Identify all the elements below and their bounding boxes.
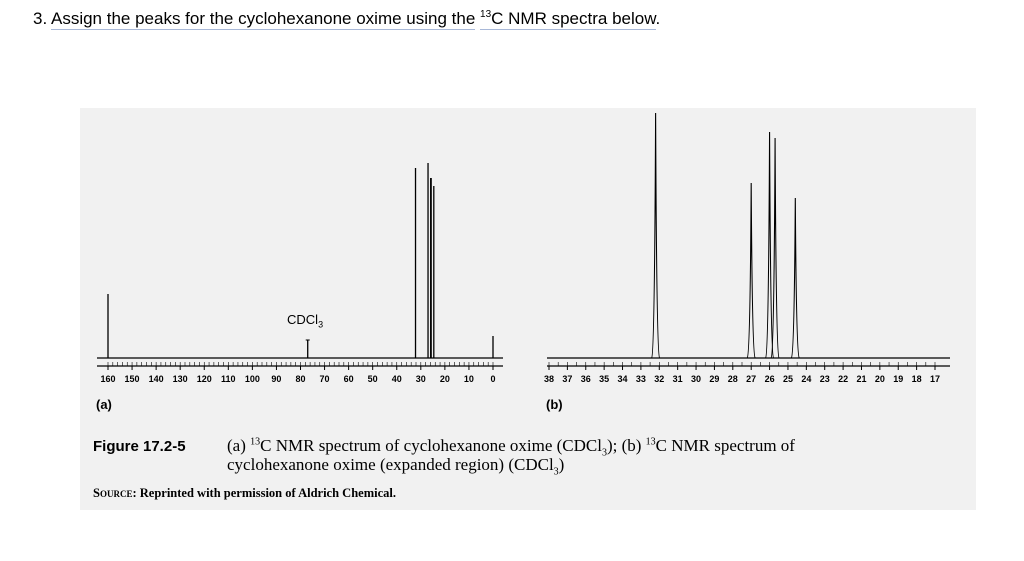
spectrum-b-tick-label: 34 xyxy=(618,374,628,384)
panel-label-a: (a) xyxy=(96,397,112,412)
spectrum-a-tick-label: 10 xyxy=(464,374,474,384)
spectrum-b-tick-label: 30 xyxy=(691,374,701,384)
caption-iso-b: 13 xyxy=(645,436,656,448)
source-line: Source: Reprinted with permission of Ald… xyxy=(93,486,396,501)
figure-label: Figure 17.2-5 xyxy=(93,438,186,455)
caption-line2: cyclohexanone oxime (expanded region) (C… xyxy=(227,455,554,474)
solvent-text: CDCl xyxy=(287,312,319,327)
spectrum-a-tick-label: 120 xyxy=(197,374,212,384)
spectrum-a-tick-label: 80 xyxy=(295,374,305,384)
spectrum-a-tick-label: 50 xyxy=(368,374,378,384)
caption-nmr-a: C NMR spectrum of cyclohexanone oxime (C… xyxy=(260,436,602,455)
spectrum-a-tick-label: 150 xyxy=(125,374,140,384)
spectrum-b-peak xyxy=(770,137,780,359)
spectrum-b-tick-label: 25 xyxy=(783,374,793,384)
spectrum-b-peak xyxy=(765,131,775,359)
spectrum-a-peaks xyxy=(107,163,494,358)
spectrum-b-tick-label: 18 xyxy=(912,374,922,384)
question-body: Assign the peaks for the cyclohexanone o… xyxy=(50,9,476,30)
question-nucleus: 13C NMR spectra below xyxy=(480,9,656,30)
spectrum-b-peaks xyxy=(651,112,800,359)
spectrum-b-tick-labels: 38 37 36 35 34 33 32 31 30 29 28 27 26 25 24 23 22 21 20 19… xyxy=(544,366,940,384)
spectrum-b-peak xyxy=(790,197,800,359)
caption-close-b: ) xyxy=(558,455,565,474)
spectrum-b-tick-label: 21 xyxy=(856,374,866,384)
spectrum-a-tick-label: 140 xyxy=(149,374,164,384)
spectrum-b-tick-label: 24 xyxy=(801,374,811,384)
spectrum-a-tick-labels: 160 150 140 130 120 110 100 90 80 70 60 50 40 30 20 10 0 xyxy=(100,366,496,384)
spectrum-a-tick-label: 110 xyxy=(221,374,236,384)
spectrum-b-tick-label: 38 xyxy=(544,374,554,384)
spectrum-a-tick-label: 0 xyxy=(490,374,495,384)
spectrum-a-tick-label: 40 xyxy=(392,374,402,384)
caption-part-a: (a) xyxy=(227,436,246,455)
spectrum-b: 38 37 36 35 34 33 32 31 30 29 28 27 26 25 24 23 22 21 20 19… xyxy=(544,112,950,384)
spectrum-b-tick-label: 28 xyxy=(728,374,738,384)
solvent-subscript: 3 xyxy=(318,319,324,330)
question-period: . xyxy=(655,9,661,28)
spectrum-b-peak xyxy=(746,182,756,359)
caption-close-a: ); (b) xyxy=(606,436,642,455)
spectrum-b-tick-label: 22 xyxy=(838,374,848,384)
spectrum-a: 160 150 140 130 120 110 100 90 80 70 60 50 40 30 20 10 0 xyxy=(97,163,503,384)
spectrum-a-minor-ticks xyxy=(107,362,494,366)
question-body-end: C NMR spectra below xyxy=(491,9,656,28)
panel-label-b: (b) xyxy=(546,397,563,412)
spectrum-b-tick-label: 37 xyxy=(562,374,572,384)
question-text: 3. Assign the peaks for the cyclohexanon… xyxy=(33,8,660,30)
caption-sub-b: 3 xyxy=(553,466,559,478)
spectrum-b-tick-label: 32 xyxy=(654,374,664,384)
spectrum-a-tick-label: 70 xyxy=(320,374,330,384)
spectrum-b-tick-label: 23 xyxy=(820,374,830,384)
caption-nmr-b: C NMR spectrum of xyxy=(655,436,795,455)
spectrum-b-tick-label: 33 xyxy=(636,374,646,384)
spectrum-a-tick-label: 60 xyxy=(344,374,354,384)
caption-sub-a: 3 xyxy=(601,447,607,459)
spectrum-b-tick-label: 31 xyxy=(673,374,683,384)
spectrum-b-minor-ticks xyxy=(548,362,936,366)
isotope-superscript: 13 xyxy=(480,9,492,20)
spectrum-b-tick-label: 19 xyxy=(893,374,903,384)
solvent-label: CDCl3 xyxy=(287,312,323,330)
spectrum-b-tick-label: 27 xyxy=(746,374,756,384)
spectrum-b-tick-label: 20 xyxy=(875,374,885,384)
spectrum-a-tick-label: 90 xyxy=(271,374,281,384)
caption-body: (a) 13C NMR spectrum of cyclohexanone ox… xyxy=(227,436,947,478)
spectrum-a-tick-label: 100 xyxy=(245,374,260,384)
question-number: 3. xyxy=(33,9,48,28)
spectrum-b-tick-label: 35 xyxy=(599,374,609,384)
spectrum-a-tick-label: 160 xyxy=(100,374,115,384)
spectrum-b-tick-label: 26 xyxy=(765,374,775,384)
figure-caption: Figure 17.2-5 (a) 13C NMR spectrum of cy… xyxy=(93,436,973,477)
spectrum-b-tick-label: 29 xyxy=(709,374,719,384)
spectrum-b-tick-label: 36 xyxy=(581,374,591,384)
figure-panel xyxy=(80,108,976,510)
source-text: Reprinted with permission of Aldrich Che… xyxy=(139,486,396,500)
spectrum-a-tick-label: 30 xyxy=(416,374,426,384)
spectrum-b-tick-label: 17 xyxy=(930,374,940,384)
spectrum-a-tick-label: 130 xyxy=(173,374,188,384)
source-label: Source: xyxy=(93,486,137,500)
caption-iso-a: 13 xyxy=(250,436,261,448)
spectrum-b-peak xyxy=(651,112,661,359)
spectrum-a-tick-label: 20 xyxy=(440,374,450,384)
